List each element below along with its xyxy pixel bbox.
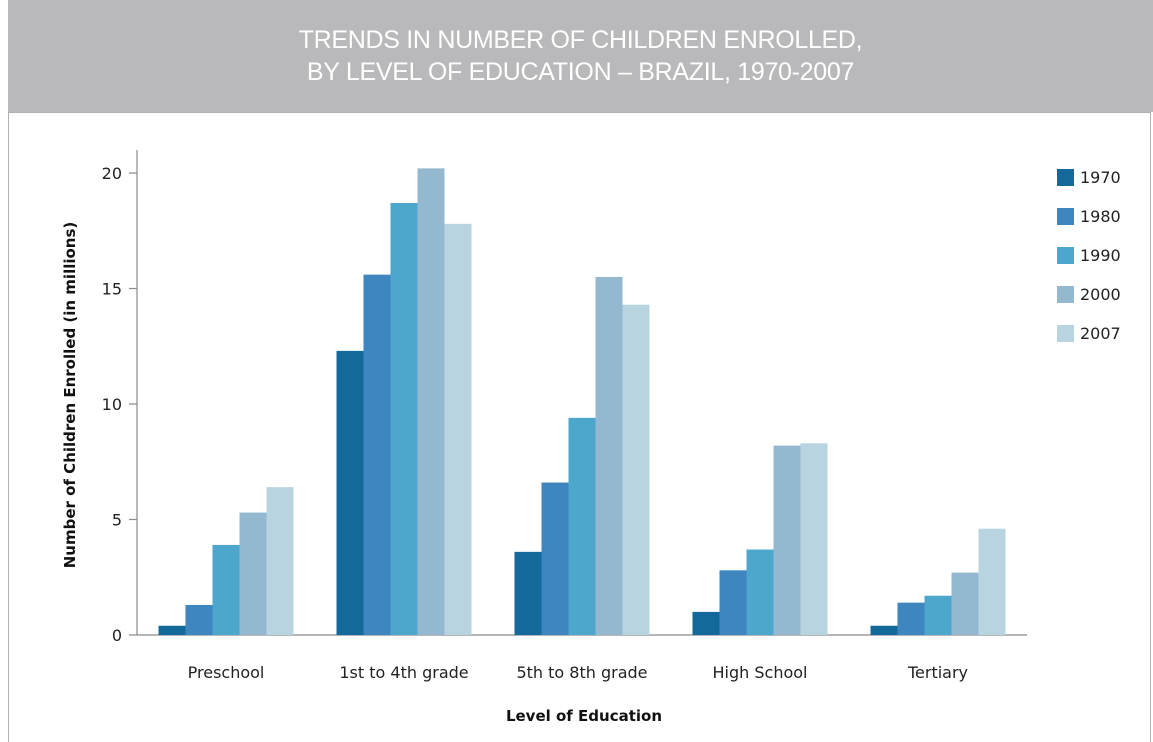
x-tick-label: High School (713, 663, 808, 682)
bar-1980 (363, 274, 391, 635)
legend-swatch-1990 (1057, 247, 1074, 264)
legend-label: 2007 (1080, 324, 1121, 343)
bar-2007 (800, 443, 828, 635)
bar-1970 (336, 350, 364, 635)
bar-2000 (239, 512, 267, 635)
bar-1970 (514, 551, 542, 635)
bars (158, 168, 1006, 635)
y-tick-label: 15 (102, 280, 122, 299)
bar-1970 (870, 625, 898, 635)
chart-frame (8, 112, 1151, 742)
bar-2000 (773, 445, 801, 635)
legend-label: 1980 (1080, 207, 1121, 226)
chart-header: TRENDS IN NUMBER OF CHILDREN ENROLLED, B… (8, 0, 1153, 112)
bar-1990 (212, 544, 240, 635)
y-tick-label: 20 (102, 164, 122, 183)
bar-1970 (158, 625, 186, 635)
legend-label: 1970 (1080, 168, 1121, 187)
y-tick-label: 0 (112, 626, 122, 645)
x-tick-label: 1st to 4th grade (339, 663, 468, 682)
bar-1990 (746, 549, 774, 635)
legend-swatch-2007 (1057, 325, 1074, 342)
chart-title-line-2: BY LEVEL OF EDUCATION – BRAZIL, 1970-200… (306, 58, 855, 86)
y-tick-label: 5 (112, 511, 122, 530)
y-axis: 0 5 10 15 20 (102, 150, 138, 645)
x-tick-label: Preschool (188, 663, 265, 682)
legend-swatch-2000 (1057, 286, 1074, 303)
legend-label: 1990 (1080, 246, 1121, 265)
bar-1990 (390, 203, 418, 635)
legend-label: 2000 (1080, 285, 1121, 304)
x-tick-label: 5th to 8th grade (516, 663, 647, 682)
bar-1980 (719, 570, 747, 635)
bar-1980 (185, 604, 213, 635)
bar-1980 (897, 602, 925, 635)
bar-1990 (924, 595, 952, 635)
y-axis-label: Number of Children Enrolled (in millions… (61, 222, 79, 569)
bar-2000 (595, 276, 623, 635)
chart-title-line-1: TRENDS IN NUMBER OF CHILDREN ENROLLED, (298, 26, 863, 54)
bar-1970 (692, 611, 720, 635)
x-axis: Preschool 1st to 4th grade 5th to 8th grad… (137, 634, 1027, 682)
bar-1980 (541, 482, 569, 635)
x-axis-label: Level of Education (506, 707, 662, 725)
bar-2000 (951, 572, 979, 635)
x-tick-label: Tertiary (907, 663, 968, 682)
bar-2000 (417, 168, 445, 635)
y-tick-label: 10 (102, 395, 122, 414)
legend: 1970 1980 1990 2000 2007 (1057, 168, 1121, 343)
bar-2007 (444, 223, 472, 635)
bar-2007 (978, 528, 1006, 635)
bar-2007 (266, 487, 294, 635)
bar-2007 (622, 304, 650, 635)
legend-swatch-1980 (1057, 208, 1074, 225)
legend-swatch-1970 (1057, 169, 1074, 186)
bar-1990 (568, 417, 596, 635)
